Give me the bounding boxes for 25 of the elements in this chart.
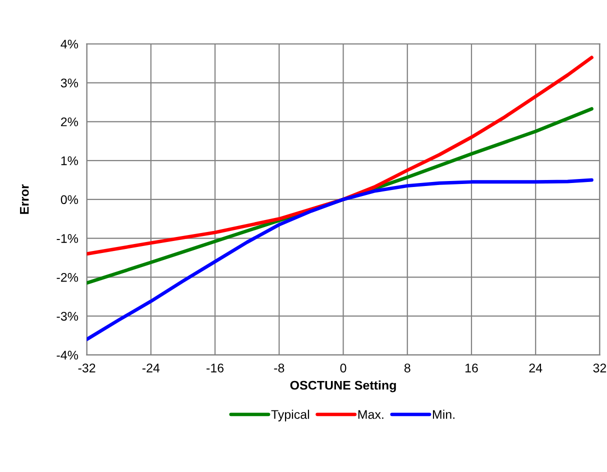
x-tick-label: 24	[529, 364, 542, 372]
x-tick-label: 32	[593, 364, 606, 372]
x-tick-label: -32	[78, 364, 96, 372]
x-tick-label: 8	[404, 364, 410, 372]
y-axis-title: Error	[20, 184, 29, 214]
x-tick-label: -8	[274, 364, 284, 372]
y-tick-label: 4%	[60, 40, 78, 48]
x-tick-label: 0	[340, 364, 346, 372]
y-tick-label: 3%	[60, 78, 78, 88]
x-tick-label: -24	[142, 364, 160, 372]
x-tick-label: -16	[206, 364, 224, 372]
legend-label: Typical	[271, 410, 310, 422]
y-tick-label: -3%	[56, 312, 78, 321]
x-axis-title: OSCTUNE Setting	[290, 380, 396, 392]
legend-label: Max.	[358, 410, 384, 419]
y-tick-label: 2%	[61, 117, 78, 126]
legend-label: Min.	[432, 410, 454, 419]
y-tick-label: 0%	[60, 195, 78, 204]
y-tick-label: -1%	[56, 234, 78, 243]
y-tick-label: 1%	[61, 156, 78, 166]
x-tick-label: 16	[465, 364, 478, 372]
line-series	[86, 178, 594, 342]
line-series	[86, 56, 594, 256]
y-tick-label: -4%	[56, 350, 78, 360]
y-tick-label: -2%	[56, 272, 78, 282]
